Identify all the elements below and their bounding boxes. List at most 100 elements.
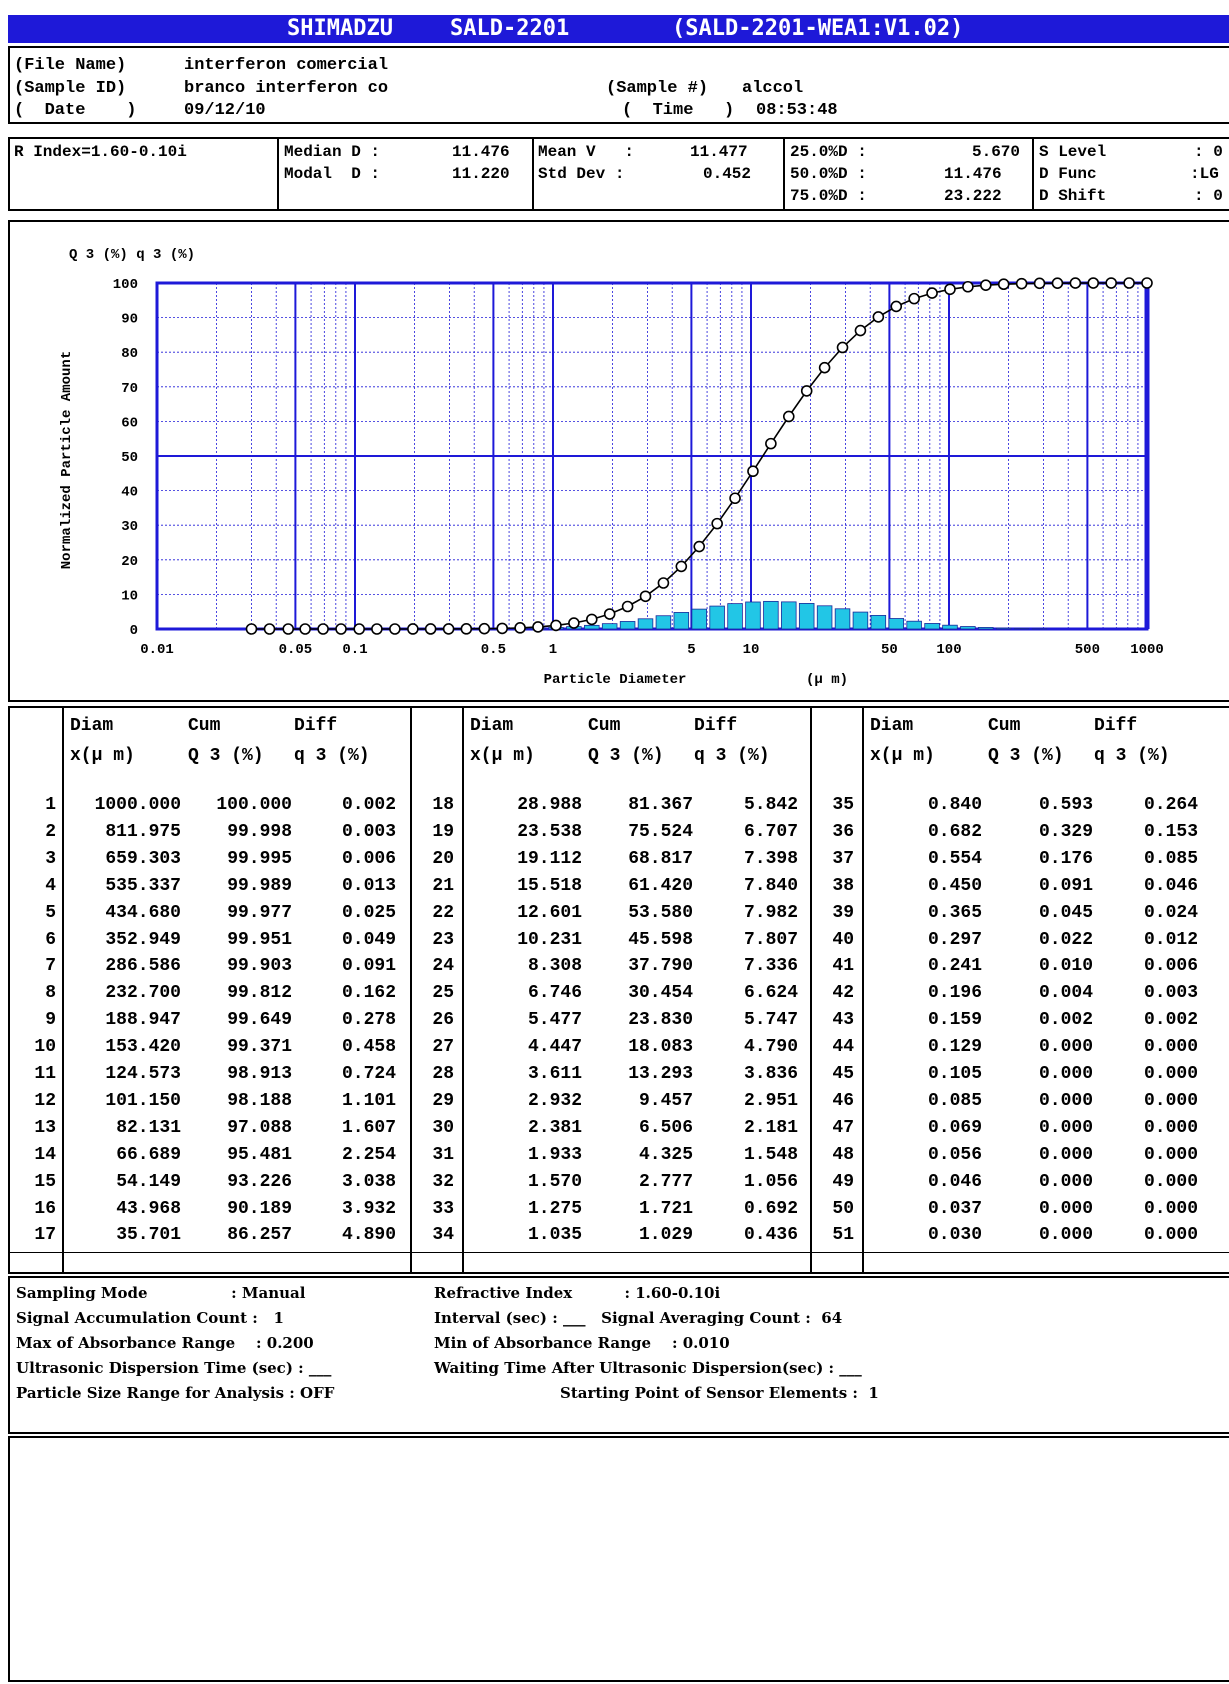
table-cell-cum: 95.481 (227, 1144, 292, 1165)
table-cell-cum: 99.989 (227, 875, 292, 896)
y-tick-label: 60 (121, 415, 138, 431)
min-absorbance-line: Min of Absorbance Range : 0.010 (434, 1334, 730, 1352)
header-diam-unit: x(μ m) (870, 746, 935, 766)
q3-point (657, 577, 670, 589)
table-cell-cum: 0.329 (1038, 821, 1093, 842)
table-cell-diam: 66.689 (116, 1144, 181, 1165)
x-axis-label: Particle Diameter (544, 672, 687, 688)
table-cell-diff: 0.003 (1143, 983, 1198, 1004)
table-row-index: 43 (832, 1010, 854, 1031)
size-range-line: Particle Size Range for Analysis : OFF (16, 1384, 335, 1402)
table-cell-cum: 4.325 (638, 1144, 693, 1165)
table-cell-diam: 1.570 (527, 1171, 582, 1192)
q3-bar (906, 620, 922, 630)
table-cell-diff: 1.056 (743, 1171, 798, 1192)
table-cell-diam: 28.988 (517, 795, 582, 815)
q3-bar (745, 601, 761, 630)
q3-point (353, 623, 365, 635)
q3-point (335, 623, 347, 635)
table-cell-cum: 0.593 (1038, 795, 1093, 815)
header-diff-unit: q 3 (%) (1094, 746, 1170, 766)
table-cell-cum: 0.000 (1038, 1117, 1093, 1138)
sensor-start-line: Starting Point of Sensor Elements : 1 (560, 1384, 879, 1402)
q3-point (836, 341, 849, 354)
table-cell-diff: 0.278 (341, 1010, 396, 1031)
time-value: 08:53:48 (756, 101, 838, 120)
table-cell-cum: 0.000 (1038, 1198, 1093, 1219)
table-cell-diff: 3.038 (341, 1171, 396, 1192)
table-cell-cum: 18.083 (628, 1037, 693, 1058)
q3-point (621, 600, 634, 613)
table-cell-cum: 0.000 (1038, 1144, 1093, 1165)
table-cell-diff: 6.707 (743, 821, 798, 842)
table-row-index: 51 (832, 1225, 854, 1246)
table-cell-cum: 99.371 (227, 1037, 292, 1058)
table-row-index: 40 (832, 929, 854, 950)
table-cell-cum: 37.790 (628, 956, 693, 977)
table-row-index: 18 (432, 795, 454, 815)
table-cell-cum: 30.454 (628, 983, 693, 1004)
table-row-index: 27 (432, 1037, 454, 1058)
signal-accumulation-line: Signal Accumulation Count : 1 (16, 1309, 284, 1327)
table-cell-diam: 43.968 (116, 1198, 181, 1219)
y-tick-label: 0 (130, 623, 138, 639)
header-diff-unit: q 3 (%) (694, 746, 770, 766)
table-cell-cum: 90.189 (227, 1198, 292, 1219)
file-name-label: (File Name) (14, 56, 127, 75)
table-row-index: 6 (45, 929, 56, 950)
table-cell-diam: 0.450 (927, 875, 982, 896)
table-cell-diam: 23.538 (517, 821, 582, 842)
table-cell-cum: 0.000 (1038, 1064, 1093, 1084)
q3-point (460, 623, 473, 635)
table-cell-diff: 0.003 (341, 821, 396, 842)
table-cell-diam: 153.420 (105, 1037, 181, 1058)
table-cell-diff: 1.607 (341, 1117, 396, 1138)
q3-point (371, 623, 383, 635)
table-row-index: 50 (832, 1198, 854, 1219)
q3-point (389, 623, 401, 635)
table-cell-diam: 352.949 (105, 929, 181, 950)
table-cell-diff: 3.836 (743, 1064, 798, 1084)
x-tick-label: 5 (687, 642, 695, 658)
q3-point (514, 622, 526, 634)
y-axis-label: Normalized Particle Amount (59, 351, 75, 569)
table-cell-cum: 0.002 (1038, 1010, 1093, 1031)
table-cell-diam: 0.056 (927, 1144, 982, 1165)
q3-point (245, 623, 258, 635)
table-row-index: 38 (832, 875, 854, 896)
table-cell-diam: 101.150 (105, 1090, 181, 1111)
table-cell-diff: 0.085 (1143, 848, 1198, 869)
q3-bar (655, 615, 672, 630)
mean-label: Mean V : (538, 143, 635, 161)
table-cell-diam: 0.105 (927, 1064, 982, 1084)
std-dev-value: 0.452 (703, 165, 752, 183)
d-shift-value: : 0 (1194, 187, 1223, 205)
interval-line: Interval (sec) : ___ Signal Averaging Co… (434, 1309, 843, 1327)
p75-label: 75.0%D : (790, 187, 867, 205)
file-name-value: interferon comercial (184, 56, 389, 75)
s-level-value: : 0 (1194, 143, 1223, 161)
table-cell-diff: 1.101 (341, 1090, 396, 1111)
y-tick-label: 40 (121, 485, 138, 501)
table-cell-diff: 0.000 (1143, 1225, 1198, 1246)
table-cell-diff: 0.724 (341, 1064, 396, 1084)
x-tick-label: 0.01 (140, 642, 174, 658)
table-row-index: 16 (34, 1198, 56, 1219)
s-level-label: S Level (1039, 143, 1107, 161)
table-cell-cum: 99.998 (227, 821, 292, 842)
table-cell-cum: 99.995 (227, 848, 292, 869)
q3-bar (584, 624, 600, 630)
header-cum: Cum (988, 716, 1021, 736)
q3-point (442, 623, 455, 635)
table-row-index: 42 (832, 983, 854, 1004)
table-row-index: 48 (832, 1144, 854, 1165)
q3-point (997, 278, 1010, 291)
table-cell-diam: 1.035 (527, 1225, 582, 1246)
table-cell-cum: 99.649 (227, 1010, 292, 1031)
table-cell-diam: 1.933 (527, 1144, 582, 1165)
table-cell-cum: 99.903 (227, 956, 292, 977)
table-cell-diam: 0.840 (927, 795, 982, 815)
table-cell-cum: 9.457 (638, 1090, 693, 1111)
table-cell-diff: 0.006 (341, 848, 396, 869)
sample-id-label: (Sample ID) (14, 79, 127, 98)
